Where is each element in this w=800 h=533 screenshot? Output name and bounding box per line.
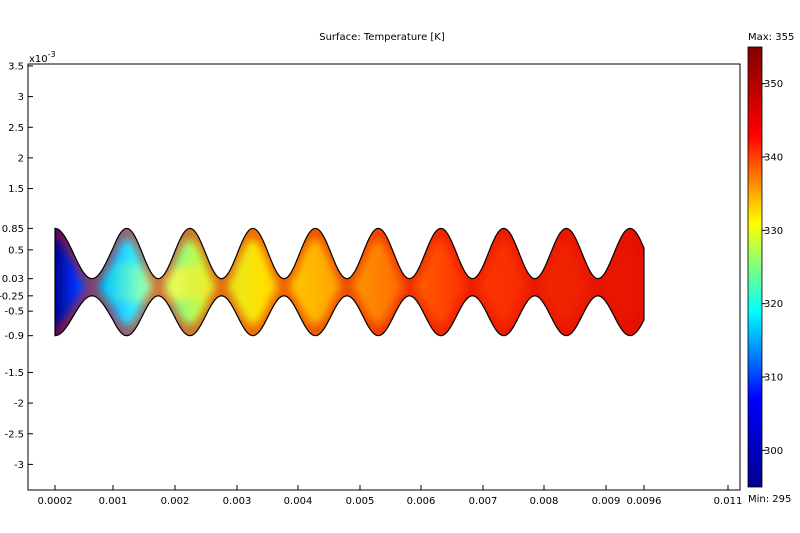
- y-tick-label: 2.5: [8, 123, 24, 134]
- x-tick-label: 0.0002: [38, 496, 73, 507]
- x-tick-label: 0.008: [530, 496, 559, 507]
- y-tick-label: -0.5: [4, 307, 24, 318]
- y-tick-label: 0.85: [2, 224, 24, 235]
- colorbar-tick-label: 350: [764, 79, 783, 90]
- y-tick-label: 0.5: [8, 245, 24, 256]
- x-tick-label: 0.004: [284, 496, 313, 507]
- colorbar-max-label: Max: 355: [748, 32, 794, 43]
- y-tick-label: -0.25: [0, 291, 24, 302]
- colorbar-ticks: 300 310 320 330 340 350: [762, 79, 783, 457]
- x-tick-label: 0.007: [469, 496, 498, 507]
- y-tick-label: -1.5: [4, 368, 24, 379]
- y-tick-label: 3: [18, 92, 24, 103]
- colorbar-tick-label: 310: [764, 373, 783, 384]
- plot-area-frame: [27, 63, 741, 491]
- x-tick-label: 0.011: [714, 496, 743, 507]
- y-tick-label: -3: [14, 460, 24, 471]
- x-tick-label: 0.009: [592, 496, 621, 507]
- domain-outline: [54, 227, 645, 337]
- y-tick-label: 0.03: [2, 274, 24, 285]
- flow-domain: [54, 227, 645, 337]
- colorbar-tick-label: 330: [764, 226, 783, 237]
- y-tick-label: -2.5: [4, 429, 24, 440]
- x-tick-label: 0.003: [223, 496, 252, 507]
- colorbar-bar: [747, 46, 763, 488]
- y-tick-label: 3.5: [8, 61, 24, 72]
- x-scale-note: x10-3: [29, 50, 56, 65]
- y-tick-label: 2: [18, 153, 24, 164]
- y-tick-label: -0.9: [4, 331, 24, 342]
- y-tick-label: -2: [14, 399, 24, 410]
- x-tick-label: 0.005: [346, 496, 375, 507]
- colorbar-tick-label: 340: [764, 153, 783, 164]
- x-tick-label: 0.001: [99, 496, 128, 507]
- colorbar-min-label: Min: 295: [748, 494, 791, 505]
- colorbar-tick-label: 300: [764, 446, 783, 457]
- cool-core: [55, 260, 409, 308]
- y-axis: 3.5 3 2.5 2 1.5 0.85 0.5 0.03 -0.25 -0.5 -0.9 -1.5 -…: [0, 61, 33, 471]
- x-axis: 0.0002 0.001 0.002 0.003 0.004 0.005 0.006 0.00…: [38, 485, 743, 507]
- x-tick-label: 0.002: [161, 496, 190, 507]
- x-tick-label: 0.0096: [627, 496, 662, 507]
- x-tick-label: 0.006: [407, 496, 436, 507]
- colorbar-tick-label: 320: [764, 299, 783, 310]
- y-tick-label: 1.5: [8, 184, 24, 195]
- colorbar: Max: 355 300 310 320 330 340 350 Min: 295: [747, 32, 794, 505]
- chart-title: Surface: Temperature [K]: [319, 32, 445, 43]
